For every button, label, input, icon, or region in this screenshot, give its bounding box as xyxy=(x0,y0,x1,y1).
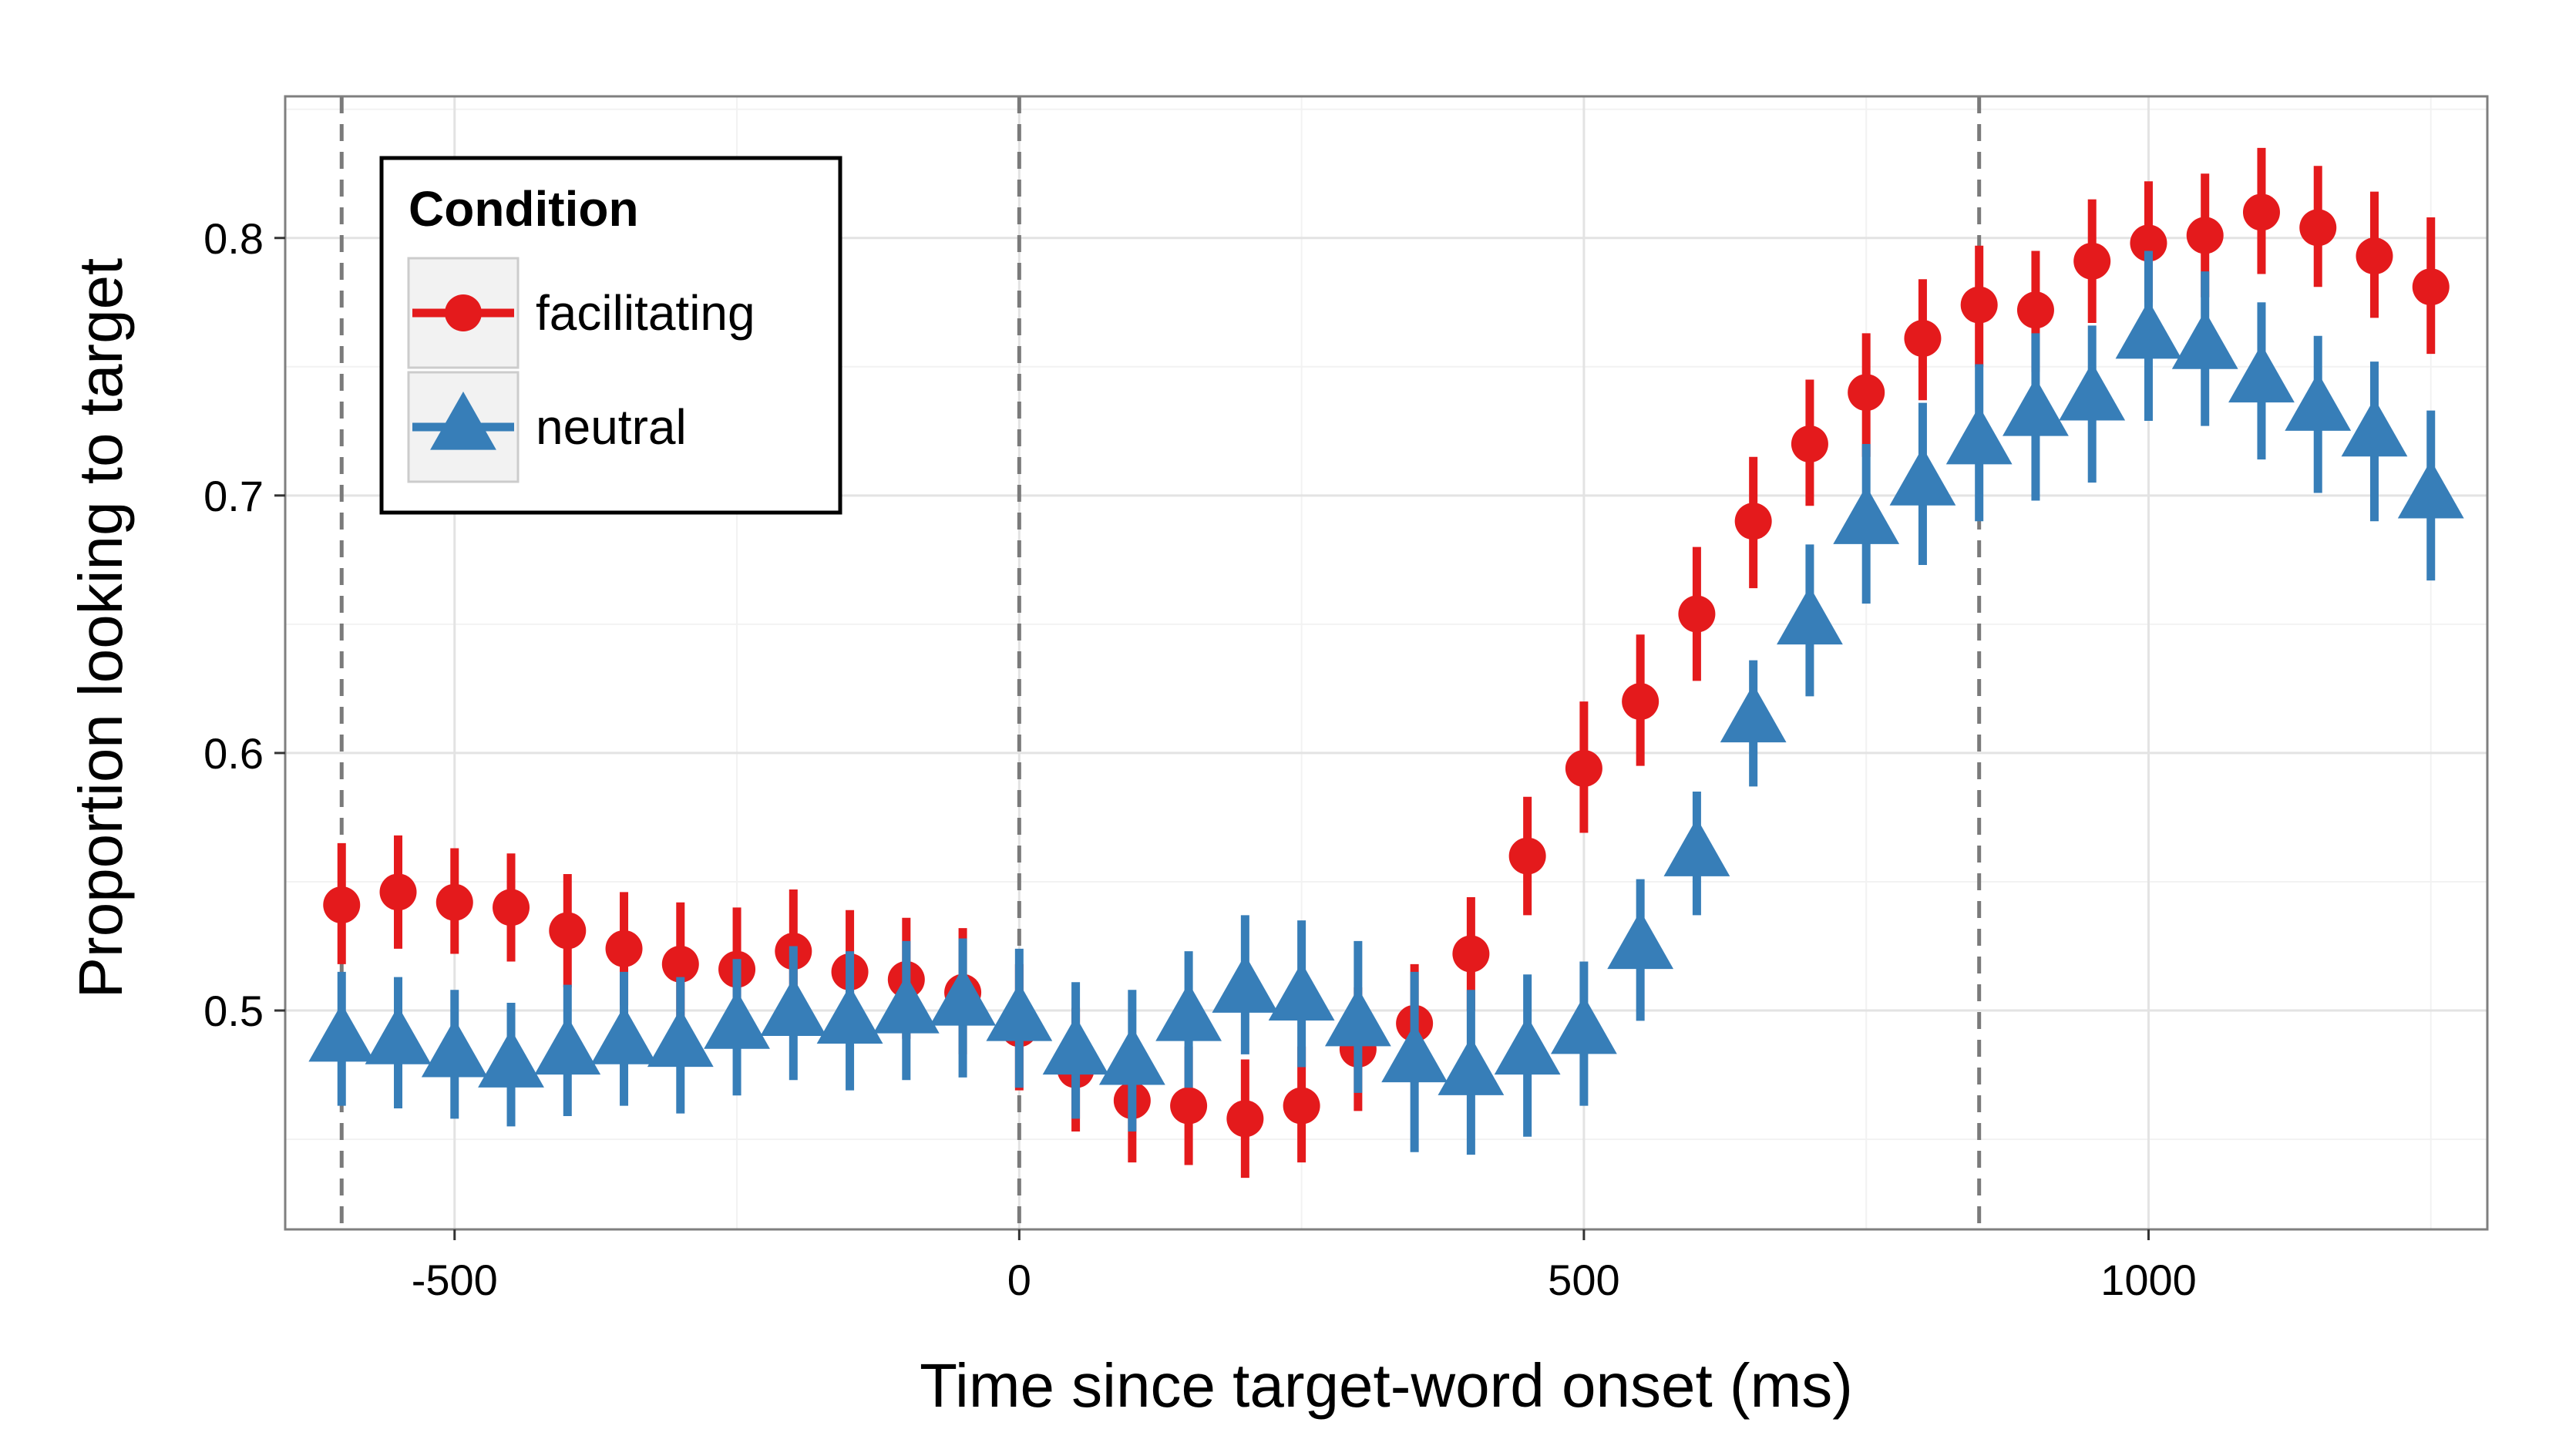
neutral-point xyxy=(2341,398,2408,457)
legend-label: neutral xyxy=(536,399,687,455)
x-tick-label: 500 xyxy=(1548,1256,1619,1304)
neutral-point xyxy=(308,1003,375,1062)
neutral-point xyxy=(590,1006,657,1064)
facilitating-point xyxy=(1452,935,1490,973)
neutral-point xyxy=(478,1029,544,1088)
neutral-point xyxy=(534,1016,601,1075)
facilitating-point xyxy=(1904,320,1942,358)
facilitating-point xyxy=(2130,224,2167,262)
facilitating-point xyxy=(2016,291,2054,329)
facilitating-point xyxy=(1960,286,1998,324)
facilitating-point xyxy=(2242,193,2280,231)
neutral-point xyxy=(1777,586,1843,645)
plot-border xyxy=(284,95,2489,1231)
y-axis-title: Proportion looking to target xyxy=(66,258,135,999)
facilitating-point xyxy=(1622,683,1660,721)
facilitating-point xyxy=(2186,217,2224,254)
neutral-point xyxy=(421,1018,488,1078)
neutral-point xyxy=(2228,344,2295,403)
facilitating-point xyxy=(1734,503,1772,540)
legend-key-marker xyxy=(445,294,482,331)
data-series xyxy=(308,147,2464,1179)
plot-frame xyxy=(284,95,2489,1231)
series-neutral xyxy=(308,251,2464,1155)
facilitating-point xyxy=(1565,749,1602,787)
facilitating-point xyxy=(2356,237,2393,275)
facilitating-point xyxy=(379,873,417,911)
x-axis-title: Time since target-word onset (ms) xyxy=(920,1351,1853,1420)
facilitating-point xyxy=(2412,268,2450,306)
neutral-point xyxy=(1381,1024,1448,1083)
facilitating-point xyxy=(1678,595,1716,633)
neutral-point xyxy=(365,1006,432,1064)
legend-items: facilitating neutral xyxy=(407,257,755,483)
neutral-point xyxy=(1042,1016,1109,1075)
facilitating-point xyxy=(1508,837,1546,875)
axis-ticks: -500 0 500 1000 0.5 0.6 0.7 0.8 xyxy=(203,214,2197,1304)
neutral-point xyxy=(1324,987,1391,1047)
neutral-point xyxy=(1945,405,2013,465)
neutral-point xyxy=(2171,311,2238,369)
neutral-point xyxy=(1663,818,1730,876)
neutral-point xyxy=(1268,962,1335,1021)
neutral-point xyxy=(704,990,770,1049)
legend-label: facilitating xyxy=(536,285,755,341)
facilitating-point xyxy=(1791,425,1828,463)
neutral-point xyxy=(1155,983,1222,1041)
neutral-point xyxy=(1607,910,1674,970)
y-tick-label: 0.7 xyxy=(203,472,264,520)
neutral-point xyxy=(2003,377,2069,436)
legend-item-neutral: neutral xyxy=(407,371,687,483)
facilitating-point xyxy=(549,912,587,950)
gridlines xyxy=(285,96,2487,1229)
neutral-point xyxy=(647,1008,714,1068)
facilitating-point xyxy=(1848,374,1885,412)
facilitating-point xyxy=(661,945,699,983)
y-tick-label: 0.8 xyxy=(203,214,264,263)
legend-item-facilitating: facilitating xyxy=(407,257,755,369)
legend: Condition facilitating neutral xyxy=(379,156,842,515)
facilitating-point xyxy=(323,886,361,924)
neutral-point xyxy=(1720,684,1787,743)
neutral-point xyxy=(1833,486,1900,544)
neutral-point xyxy=(760,977,827,1037)
facilitating-point xyxy=(2299,209,2337,247)
x-tick-label: 0 xyxy=(1007,1256,1031,1304)
facilitating-point xyxy=(2073,242,2111,280)
legend-title: Condition xyxy=(409,181,639,237)
neutral-point xyxy=(2115,300,2182,359)
neutral-point xyxy=(1494,1016,1561,1075)
facilitating-point xyxy=(1226,1100,1264,1138)
neutral-point xyxy=(873,975,940,1034)
x-tick-label: 1000 xyxy=(2100,1256,2197,1304)
neutral-point xyxy=(2397,459,2464,519)
y-tick-label: 0.6 xyxy=(203,729,264,778)
neutral-point xyxy=(1889,447,1956,506)
x-tick-label: -500 xyxy=(412,1256,498,1304)
facilitating-point xyxy=(1283,1087,1320,1125)
neutral-point xyxy=(986,983,1053,1041)
facilitating-point xyxy=(1170,1087,1208,1125)
facilitating-point xyxy=(493,889,530,926)
facilitating-point xyxy=(435,883,473,921)
neutral-point xyxy=(816,985,883,1044)
neutral-point xyxy=(930,967,996,1026)
legend-key-marker xyxy=(430,392,496,450)
neutral-point xyxy=(1212,954,1279,1013)
facilitating-point xyxy=(605,930,643,967)
y-tick-label: 0.5 xyxy=(203,987,264,1035)
neutral-point xyxy=(1098,1026,1165,1085)
neutral-point xyxy=(1550,995,1617,1054)
neutral-point xyxy=(1438,1037,1505,1095)
neutral-point xyxy=(2285,372,2352,431)
neutral-point xyxy=(2059,361,2126,421)
